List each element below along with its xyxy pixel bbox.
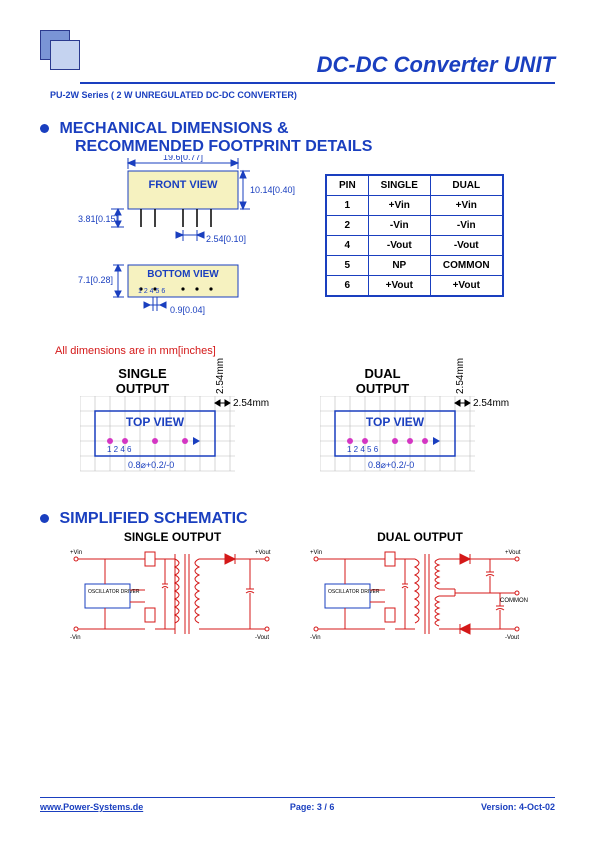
table-cell: +Vin (368, 196, 430, 216)
svg-text:OSCILLATOR DRIVER: OSCILLATOR DRIVER (328, 589, 380, 595)
footer-page-label: Page: (290, 802, 317, 812)
svg-text:FRONT VIEW: FRONT VIEW (148, 179, 218, 191)
schematic-single: SINGLE OUTPUT (70, 530, 275, 649)
table-cell: 1 (326, 196, 368, 216)
section1-title-l1: MECHANICAL DIMENSIONS & (59, 120, 288, 137)
table-cell: -Vin (430, 216, 502, 236)
svg-text:19.6[0.77]: 19.6[0.77] (163, 155, 203, 162)
table-cell: 5 (326, 256, 368, 276)
table-cell: -Vin (368, 216, 430, 236)
svg-text:BOTTOM VIEW: BOTTOM VIEW (147, 269, 219, 280)
svg-text:+Vout: +Vout (255, 550, 271, 556)
svg-text:1 2 4 5 6: 1 2 4 5 6 (347, 445, 379, 454)
header-rule (80, 82, 555, 84)
svg-text:COMMON: COMMON (500, 598, 528, 604)
table-cell: 2 (326, 216, 368, 236)
mechanical-drawing: 19.6[0.77] FRONT VIEW 10.14[0.40] (78, 155, 298, 350)
svg-text:-Vin: -Vin (70, 635, 81, 641)
mm-vert: 2.54mm (215, 358, 226, 394)
svg-text:0.9[0.04]: 0.9[0.04] (170, 305, 205, 315)
table-cell: +Vout (430, 276, 502, 297)
svg-text:TOP VIEW: TOP VIEW (366, 415, 425, 429)
footer-version-value: 4-Oct-02 (519, 802, 555, 812)
th-pin: PIN (326, 175, 368, 196)
svg-text:OSCILLATOR DRIVER: OSCILLATOR DRIVER (88, 589, 140, 595)
table-cell: COMMON (430, 256, 502, 276)
table-cell: 6 (326, 276, 368, 297)
section2-title: SIMPLIFIED SCHEMATIC (59, 510, 247, 527)
th-single: SINGLE (368, 175, 430, 196)
svg-text:0.8⌀+0.2/-0: 0.8⌀+0.2/-0 (128, 460, 174, 470)
table-cell: +Vout (368, 276, 430, 297)
table-cell: -Vout (430, 236, 502, 256)
svg-text:+Vout: +Vout (505, 550, 521, 556)
sch-single-title: SINGLE OUTPUT (70, 530, 275, 544)
mm-horiz: 2.54mm (233, 398, 269, 409)
svg-text:-Vout: -Vout (255, 635, 269, 641)
svg-text:3.81[0.15]: 3.81[0.15] (78, 214, 118, 224)
section1-title-l2: RECOMMENDED FOOTPRINT DETAILS (75, 138, 555, 156)
page-title: DC-DC Converter UNIT (40, 30, 555, 78)
footprint-dual: DUAL OUTPUT 2.54mm (320, 360, 520, 474)
svg-text:10.14[0.40]: 10.14[0.40] (250, 185, 295, 195)
bullet-icon (40, 124, 49, 133)
mm-horiz-d: 2.54mm (473, 398, 509, 409)
table-cell: +Vin (430, 196, 502, 216)
footprint-single: SINGLE OUTPUT 2.54mm (80, 360, 280, 474)
svg-text:TOP VIEW: TOP VIEW (126, 415, 185, 429)
schematic-dual: DUAL OUTPUT (310, 530, 530, 649)
sch-dual-title: DUAL OUTPUT (310, 530, 530, 544)
fp-dual-title1: DUAL (320, 366, 445, 381)
page-footer: www.Power-Systems.de Page: 3 / 6 Version… (40, 797, 555, 812)
svg-text:1 2 4 6: 1 2 4 6 (107, 445, 132, 454)
svg-text:2.54[0.10]: 2.54[0.10] (206, 234, 246, 244)
table-cell: NP (368, 256, 430, 276)
footer-version-label: Version: (481, 802, 519, 812)
fp-single-title1: SINGLE (80, 366, 205, 381)
mm-vert-d: 2.54mm (455, 358, 466, 394)
th-dual: DUAL (430, 175, 502, 196)
footer-url[interactable]: www.Power-Systems.de (40, 802, 143, 812)
svg-text:0.8⌀+0.2/-0: 0.8⌀+0.2/-0 (368, 460, 414, 470)
footer-page-value: 3 / 6 (317, 802, 335, 812)
fp-single-title2: OUTPUT (80, 381, 205, 396)
svg-text:7.1[0.28]: 7.1[0.28] (78, 275, 113, 285)
table-cell: 4 (326, 236, 368, 256)
svg-text:1 2 4 5 6: 1 2 4 5 6 (138, 288, 165, 295)
fp-dual-title2: OUTPUT (320, 381, 445, 396)
table-cell: -Vout (368, 236, 430, 256)
page-subtitle: PU-2W Series ( 2 W UNREGULATED DC-DC CON… (50, 90, 555, 100)
red-note-row: All dimensions are in mm[inches] (0, 341, 595, 357)
svg-text:-Vin: -Vin (310, 635, 321, 641)
svg-text:+Vin: +Vin (70, 550, 82, 556)
svg-text:+Vin: +Vin (310, 550, 322, 556)
dimensions-note: All dimensions are in mm[inches] (55, 345, 595, 357)
svg-text:-Vout: -Vout (505, 635, 519, 641)
pin-table: PIN SINGLE DUAL 1+Vin+Vin 2-Vin-Vin 4-Vo… (325, 174, 504, 297)
bullet-icon (40, 514, 49, 523)
